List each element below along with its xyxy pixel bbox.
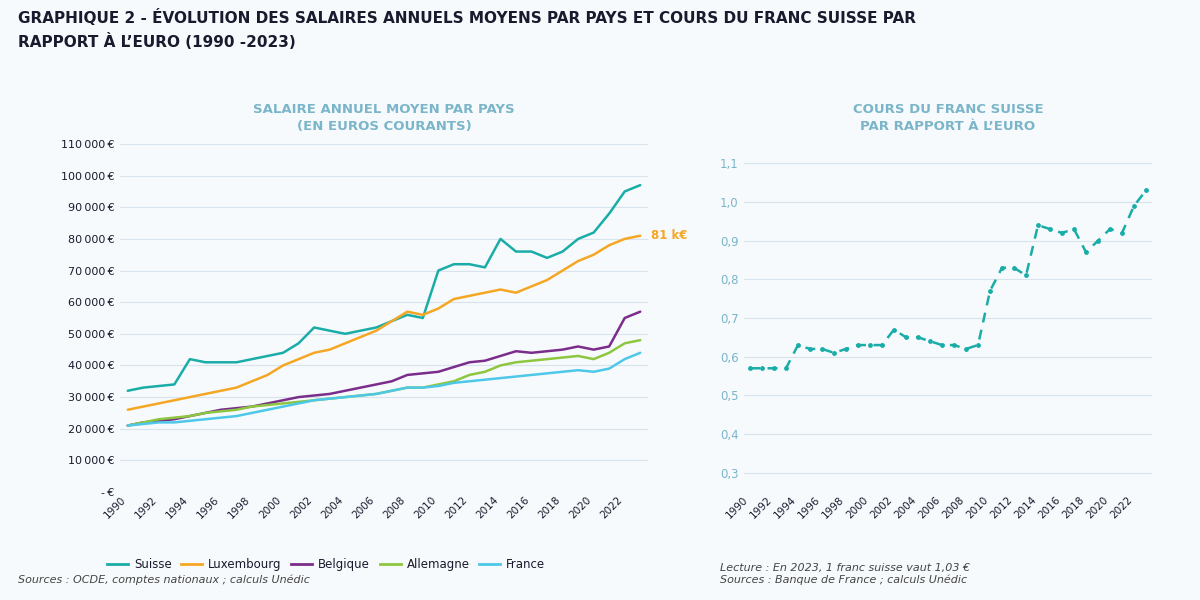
Title: COURS DU FRANC SUISSE
PAR RAPPORT À L’EURO: COURS DU FRANC SUISSE PAR RAPPORT À L’EU… bbox=[853, 103, 1043, 133]
Legend: Suisse, Luxembourg, Belgique, Allemagne, France: Suisse, Luxembourg, Belgique, Allemagne,… bbox=[102, 554, 550, 576]
Text: Sources : OCDE, comptes nationaux ; calculs Unédic: Sources : OCDE, comptes nationaux ; calc… bbox=[18, 575, 310, 585]
Text: Lecture : En 2023, 1 franc suisse vaut 1,03 €
Sources : Banque de France ; calcu: Lecture : En 2023, 1 franc suisse vaut 1… bbox=[720, 563, 970, 585]
Text: GRAPHIQUE 2 - ÉVOLUTION DES SALAIRES ANNUELS MOYENS PAR PAYS ET COURS DU FRANC S: GRAPHIQUE 2 - ÉVOLUTION DES SALAIRES ANN… bbox=[18, 9, 916, 26]
Text: 81 k€: 81 k€ bbox=[652, 229, 688, 242]
Title: SALAIRE ANNUEL MOYEN PAR PAYS
(EN EUROS COURANTS): SALAIRE ANNUEL MOYEN PAR PAYS (EN EUROS … bbox=[253, 103, 515, 133]
Text: RAPPORT À L’EURO (1990 -2023): RAPPORT À L’EURO (1990 -2023) bbox=[18, 33, 295, 50]
